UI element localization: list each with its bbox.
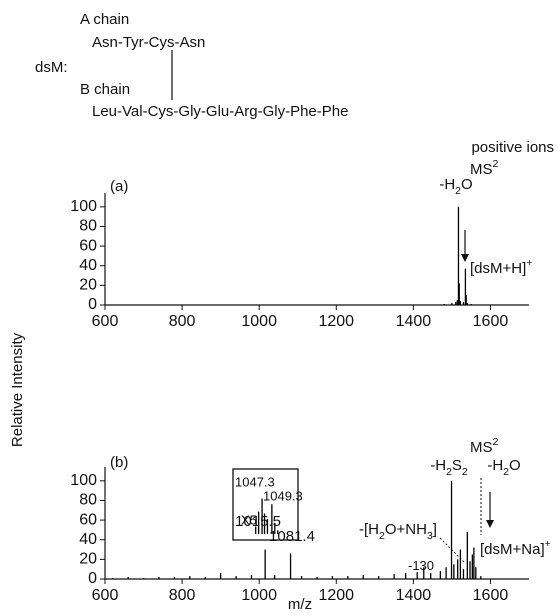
text-segment: MS [470,161,493,178]
x-tick-label: 1600 [473,587,509,604]
x-tick-label: 1400 [396,313,432,330]
text-segment: 1081.4 [269,528,315,545]
panel-label: (a) [110,178,128,195]
y-tick-label: 40 [79,257,97,274]
x-tick-label: 1200 [318,587,354,604]
arrow-head [486,520,494,528]
y-tick-label: 40 [79,531,97,548]
text-segment: 2 [446,466,452,478]
text-segment: O [461,176,473,193]
y-tick-label: 60 [79,237,97,254]
x-tick-label: 800 [169,313,196,330]
ms-level: MS2 [470,158,499,178]
b-chain-label: B chain [80,81,130,98]
a-chain-sequence: Asn-Tyr-Cys-Asn [92,34,205,51]
peak-annotation: -H2O [487,457,520,478]
peak-annotation: 1015.5 [235,513,281,530]
x-tick-label: 600 [92,587,119,604]
inset-box [232,468,299,541]
text-segment: O [509,457,521,474]
y-axis-label: Relative Intensity [9,332,26,447]
ion-mode: positive ions [471,139,554,156]
x-tick-label: 1000 [241,587,277,604]
arrow-head [461,254,469,262]
molecule-label: dsM: [35,59,68,76]
y-tick-label: 100 [70,472,97,489]
x-axis-label: m/z [288,596,312,613]
peak-annotation: -130 [408,558,434,573]
text-segment: O+NH [385,521,427,538]
panel-label: (b) [110,454,128,471]
x-tick-label: 1600 [473,313,509,330]
y-tick-label: 80 [79,492,97,509]
inset-peak-label: 1047.3 [235,474,275,489]
x-tick-label: 1400 [396,587,432,604]
y-tick-label: 0 [88,570,97,587]
a-chain-label: A chain [80,11,129,28]
text-segment: + [545,538,551,550]
text-segment: -H [439,176,455,193]
text-segment: [dsM+H] [470,260,526,277]
x-tick-label: 600 [92,313,119,330]
y-tick-label: 80 [79,218,97,235]
text-segment: -130 [408,558,434,573]
y-tick-label: 0 [88,296,97,313]
text-segment: 1015.5 [235,513,281,530]
peak-annotation: [dsM+Na]+ [480,538,551,558]
text-segment: -H [487,457,503,474]
peak-annotation: -H2O [439,176,472,197]
text-segment: 2 [503,466,509,478]
text-segment: 2 [379,530,385,542]
text-segment: 3 [427,530,433,542]
ms-level: MS2 [470,436,499,456]
b-chain-sequence: Leu-Val-Cys-Gly-Glu-Arg-Gly-Phe-Phe [92,103,348,120]
y-tick-label: 100 [70,198,97,215]
peak-annotation: 1081.4 [269,528,315,545]
peak-annotation: [dsM+H]+ [470,257,532,277]
y-tick-label: 20 [79,277,97,294]
text-segment: 2 [455,185,461,197]
peak-annotation: -[H2O+NH3] [359,521,437,542]
x-tick-label: 1200 [318,313,354,330]
text-segment: S [452,457,462,474]
text-segment: -[H [359,521,379,538]
text-segment: + [526,257,532,269]
text-segment: ] [433,521,437,538]
text-segment: 2 [493,436,499,448]
text-segment: MS [470,439,493,456]
text-segment: [dsM+Na] [480,541,545,558]
text-segment: 2 [493,158,499,170]
text-segment: -H [430,457,446,474]
leader-line [439,537,465,563]
x-tick-label: 800 [169,587,196,604]
peak-annotation: -H2S2 [430,457,468,478]
inset-peak-label: 1049.3 [263,488,303,503]
y-tick-label: 20 [79,551,97,568]
inset-scale: X5 [241,512,257,527]
text-segment: 2 [462,466,468,478]
y-tick-label: 60 [79,511,97,528]
x-tick-label: 1000 [241,313,277,330]
